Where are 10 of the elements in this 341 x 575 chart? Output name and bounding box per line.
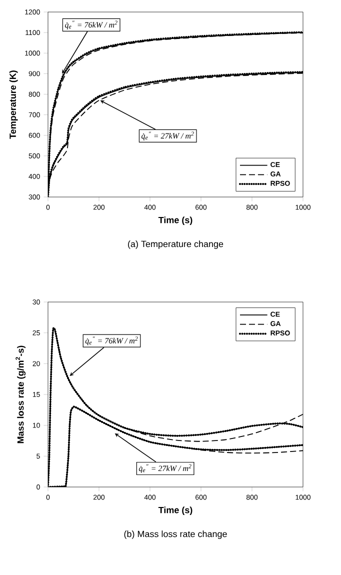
y-axis-title: Mass loss rate (g/m$^{2}$-s) [16,346,26,444]
x-axis-title: Time (s) [158,506,192,516]
text: (a) Temperature change [128,240,224,249]
annotation: q̇$_{e}$$^{″}$ = 76kW / m$^{2}$ [64,20,118,30]
annotation: q̇$_{e}$$^{″}$ = 76kW / m$^{2}$ [85,336,138,346]
x-axis-title: Time (s) [158,216,192,226]
annotation: q̇$_{e}$$^{″}$ = 27kW / m$^{2}$ [138,464,192,473]
text: (b) Mass loss rate change [124,530,227,539]
annotation: q̇$_{e}$$^{″}$ = 27kW / m$^{2}$ [141,132,194,140]
y-axis-title: Temperature (K) [9,70,18,139]
